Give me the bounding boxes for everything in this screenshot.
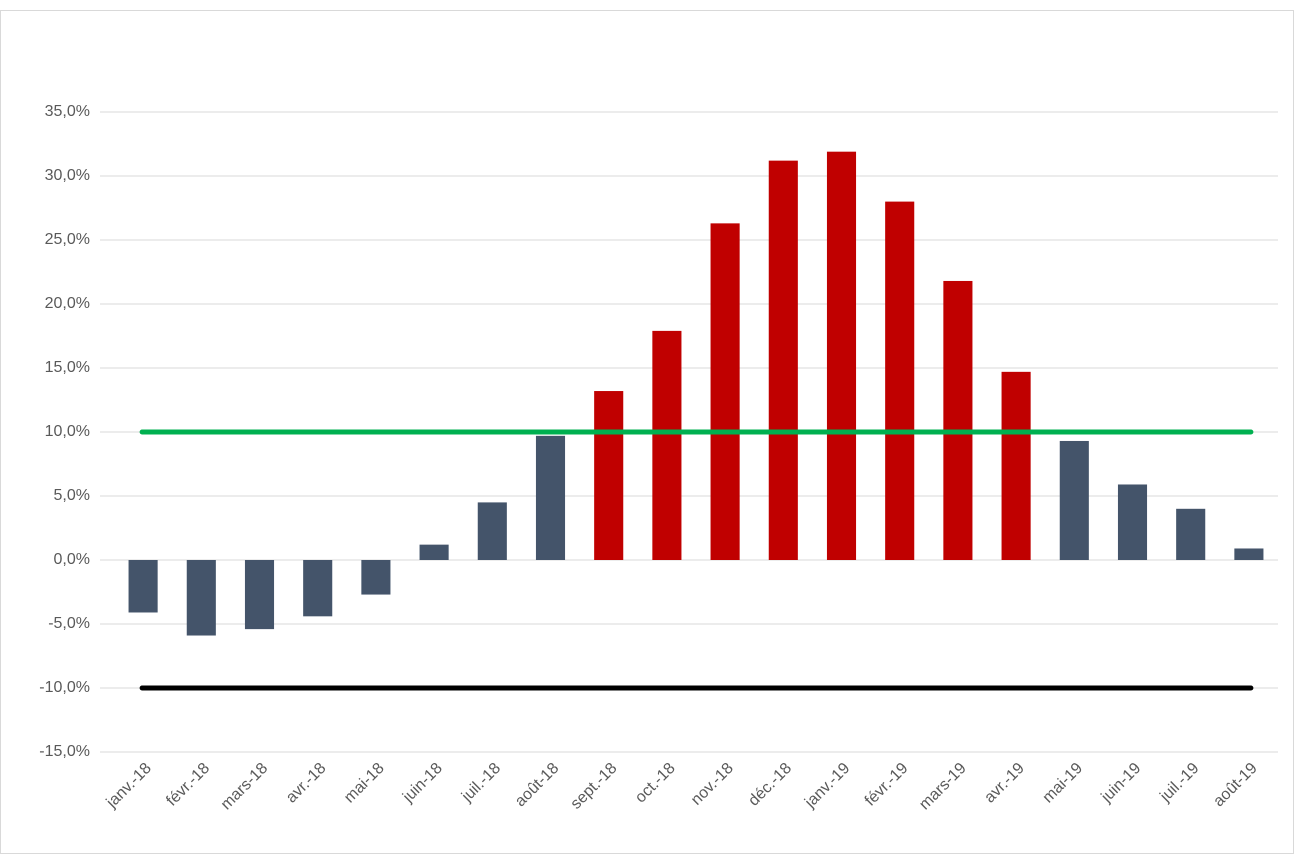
y-tick-label: -5,0% — [48, 615, 90, 632]
bar — [768, 160, 798, 560]
y-tick-label: 0,0% — [54, 551, 90, 568]
y-tick-label: 15,0% — [45, 359, 90, 376]
bar — [1176, 508, 1206, 560]
bar — [943, 280, 973, 560]
y-tick-label: -15,0% — [39, 743, 90, 760]
bar — [128, 560, 158, 613]
bar — [826, 151, 857, 560]
bar — [1059, 440, 1089, 560]
y-tick-label: 35,0% — [45, 103, 90, 120]
bar — [1234, 548, 1264, 560]
bar — [885, 201, 915, 560]
y-tick-label: 25,0% — [45, 231, 90, 248]
y-tick-label: -10,0% — [39, 679, 90, 696]
y-tick-label: 5,0% — [54, 487, 90, 504]
bar — [535, 435, 566, 560]
bar — [244, 560, 275, 630]
bar — [186, 560, 216, 636]
y-tick-label: 20,0% — [45, 295, 90, 312]
bar — [1117, 484, 1148, 560]
y-tick-label: 10,0% — [45, 423, 90, 440]
y-tick-label: 30,0% — [45, 167, 90, 184]
bar — [594, 391, 624, 560]
bar — [361, 560, 391, 595]
bar — [710, 223, 740, 561]
bar — [419, 544, 449, 560]
bar — [477, 502, 507, 560]
bar — [1001, 371, 1031, 560]
bar — [652, 330, 682, 560]
bar — [303, 560, 333, 617]
